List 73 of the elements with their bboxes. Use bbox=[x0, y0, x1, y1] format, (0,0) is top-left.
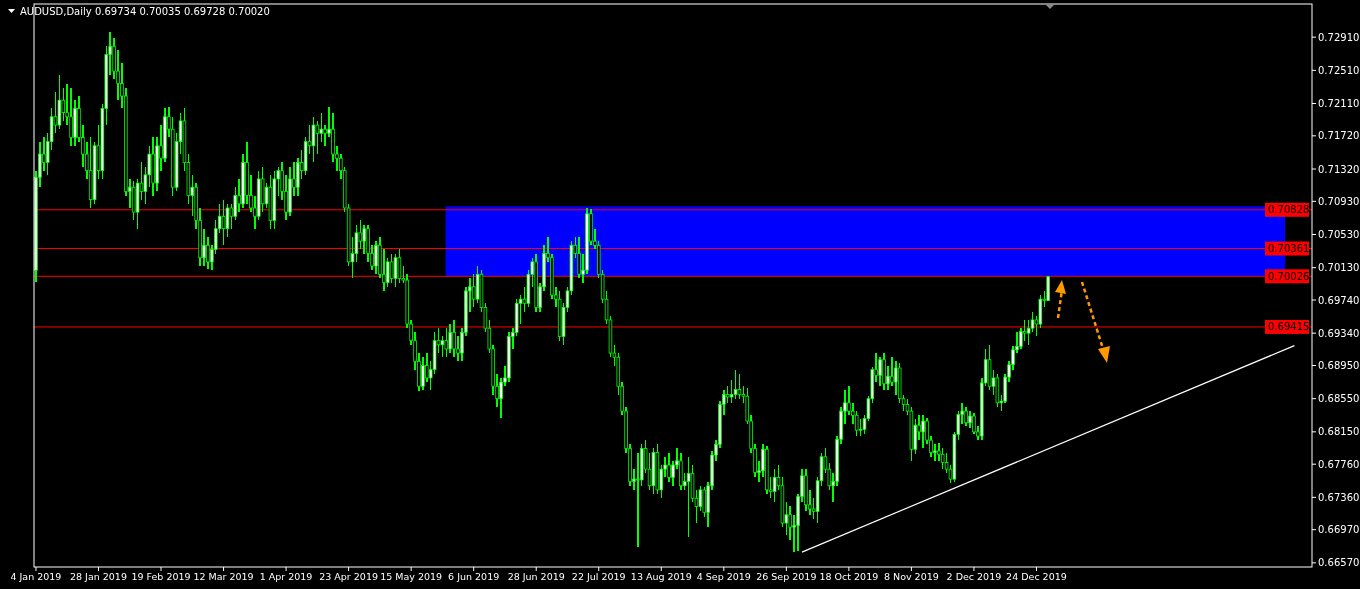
candlestick bbox=[894, 360, 898, 396]
candlestick bbox=[890, 356, 894, 387]
x-tick-label: 4 Jan 2019 bbox=[10, 571, 62, 582]
y-tick-label: 0.69740 bbox=[1318, 294, 1360, 306]
candlestick bbox=[733, 368, 738, 400]
x-tick-label: 18 Oct 2019 bbox=[819, 571, 879, 582]
x-tick-label: 12 Mar 2019 bbox=[193, 571, 254, 582]
x-tick-label: 15 May 2019 bbox=[380, 571, 443, 582]
y-tick-label: 0.68150 bbox=[1318, 426, 1360, 438]
x-tick-label: 1 Apr 2019 bbox=[259, 571, 313, 582]
y-tick-label: 0.68550 bbox=[1318, 393, 1360, 405]
candlestick bbox=[315, 120, 320, 155]
x-tick-label: 24 Dec 2019 bbox=[1006, 571, 1067, 582]
x-tick-label: 22 Jul 2019 bbox=[571, 571, 626, 582]
candlestick bbox=[686, 455, 691, 538]
x-tick-label: 8 Nov 2019 bbox=[884, 571, 939, 582]
candlestick bbox=[940, 447, 945, 470]
x-tick-label: 23 Apr 2019 bbox=[319, 571, 378, 582]
candlestick bbox=[972, 412, 976, 436]
candlestick bbox=[61, 87, 66, 122]
candlestick bbox=[921, 414, 925, 450]
x-tick-label: 6 Jun 2019 bbox=[448, 571, 500, 582]
y-tick-label: 0.68950 bbox=[1318, 360, 1360, 372]
candlestick bbox=[577, 236, 581, 280]
ref-line-label: 0.70361 bbox=[1268, 243, 1310, 255]
y-tick-label: 0.72110 bbox=[1318, 98, 1360, 109]
y-tick-label: 0.70930 bbox=[1318, 195, 1360, 207]
candlestick bbox=[471, 273, 476, 309]
y-tick-label: 0.70130 bbox=[1318, 262, 1360, 274]
candlestick bbox=[319, 111, 324, 143]
ref-line-label: 0.70828 bbox=[1268, 204, 1310, 216]
ref-line-label: 0.69415 bbox=[1268, 321, 1310, 333]
candlestick bbox=[362, 223, 367, 255]
candlestick bbox=[667, 451, 671, 483]
y-tick-label: 0.69340 bbox=[1318, 327, 1360, 339]
x-tick-label: 4 Sep 2019 bbox=[696, 571, 751, 582]
candlestick bbox=[878, 356, 882, 387]
candlestick bbox=[440, 335, 445, 358]
candlestick bbox=[421, 356, 425, 392]
y-tick-label: 0.71720 bbox=[1318, 130, 1360, 142]
y-tick-label: 0.67360 bbox=[1318, 491, 1360, 503]
candlestick bbox=[452, 319, 456, 358]
chart-title: AUDUSD,Daily 0.69734 0.70035 0.69728 0.70020 bbox=[20, 6, 270, 17]
candlestick bbox=[772, 468, 777, 504]
x-tick-label: 26 Sep 2019 bbox=[756, 571, 817, 582]
candlestick bbox=[69, 87, 73, 147]
candlestick bbox=[374, 240, 378, 276]
candlestick bbox=[737, 373, 742, 400]
candlestick bbox=[393, 252, 398, 288]
candlestick bbox=[444, 327, 449, 358]
candlestick bbox=[702, 486, 707, 518]
x-tick-label: 19 Feb 2019 bbox=[131, 571, 191, 582]
candlestick bbox=[448, 323, 452, 354]
candlestick bbox=[323, 124, 327, 147]
x-tick-label: 2 Dec 2019 bbox=[946, 571, 1002, 582]
candlestick bbox=[933, 443, 937, 462]
y-tick-label: 0.71320 bbox=[1318, 163, 1360, 175]
candlestick bbox=[358, 219, 363, 251]
y-tick-label: 0.66970 bbox=[1318, 524, 1360, 536]
candlestick bbox=[1030, 310, 1035, 334]
ref-line-label: 0.70026 bbox=[1268, 270, 1310, 282]
candlestick bbox=[311, 116, 316, 164]
x-tick-label: 28 Jun 2019 bbox=[507, 571, 565, 582]
x-tick-label: 13 Aug 2019 bbox=[630, 571, 692, 582]
y-tick-label: 0.72510 bbox=[1318, 64, 1360, 76]
y-tick-label: 0.66570 bbox=[1318, 557, 1360, 569]
y-tick-label: 0.70530 bbox=[1318, 229, 1360, 241]
y-tick-label: 0.72910 bbox=[1318, 31, 1360, 43]
candlestick bbox=[636, 451, 640, 548]
candlestick bbox=[397, 248, 402, 284]
y-tick-label: 0.67760 bbox=[1318, 458, 1360, 470]
x-tick-label: 28 Jan 2019 bbox=[70, 571, 127, 582]
candlestick bbox=[964, 406, 968, 427]
